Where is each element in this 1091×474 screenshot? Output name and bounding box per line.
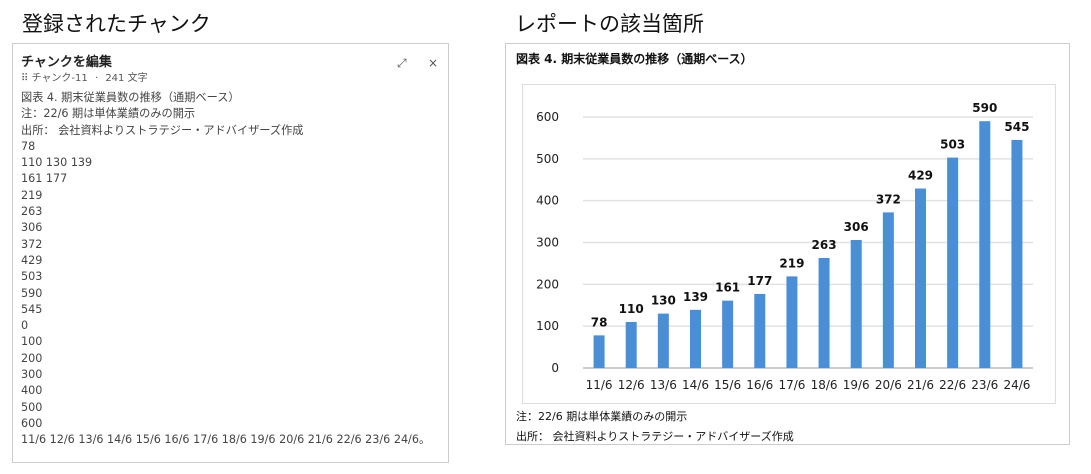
- y-tick-label: 400: [536, 194, 559, 208]
- data-label: 130: [651, 294, 676, 308]
- bar: [690, 309, 701, 368]
- bar: [657, 313, 669, 368]
- data-label: 503: [940, 138, 965, 152]
- chunk-content[interactable]: 図表 4. 期末従業員数の推移（通期ベース） 注：22/6 期は単体業績のみの開…: [21, 91, 431, 447]
- data-label: 306: [844, 220, 869, 234]
- expand-icon[interactable]: ⤢: [397, 56, 407, 70]
- x-tick-label: 12/6: [618, 378, 645, 392]
- grid-icon: ⠿: [21, 73, 29, 84]
- data-label: 161: [715, 281, 740, 295]
- x-tick-label: 22/6: [939, 378, 966, 392]
- data-label: 590: [972, 101, 997, 115]
- x-tick-label: 11/6: [586, 378, 613, 392]
- data-label: 139: [683, 290, 708, 304]
- meta-separator: ·: [94, 73, 99, 84]
- y-tick-label: 300: [536, 236, 559, 250]
- bar: [979, 121, 991, 368]
- chart-source: 出所： 会社資料よりストラテジー・アドバイザーズ作成: [516, 430, 794, 443]
- bar: [1011, 140, 1023, 368]
- data-label: 219: [779, 256, 804, 270]
- bar: [947, 157, 959, 368]
- x-tick-label: 18/6: [811, 378, 838, 392]
- y-tick-label: 0: [551, 361, 559, 375]
- editor-title: チャンクを編集: [21, 55, 112, 70]
- data-label: 429: [908, 169, 933, 183]
- chart-note: 注：22/6 期は単体業績のみの開示: [516, 410, 688, 423]
- bar-chart: 0 100 200 300 400 500 600 78 11/6 110 12/6 130 13/6 1…: [536, 101, 1033, 392]
- bar: [625, 321, 637, 368]
- bar: [818, 257, 830, 368]
- x-tick-label: 24/6: [1003, 378, 1030, 392]
- bar: [786, 276, 798, 368]
- y-tick-label: 500: [536, 152, 559, 166]
- x-tick-label: 16/6: [746, 378, 773, 392]
- data-label: 545: [1004, 120, 1029, 134]
- y-tick-label: 100: [536, 319, 559, 333]
- bar: [850, 239, 862, 368]
- x-tick-label: 23/6: [971, 378, 998, 392]
- chart-title: 図表 4. 期末従業員数の推移（通期ベース）: [516, 52, 753, 66]
- data-label: 177: [747, 274, 772, 288]
- bar: [915, 188, 926, 368]
- data-label: 78: [591, 315, 608, 329]
- x-tick-label: 20/6: [875, 378, 902, 392]
- bar: [722, 300, 734, 368]
- char-count: 241 文字: [105, 73, 148, 84]
- data-label: 372: [876, 192, 901, 206]
- right-heading: レポートの該当箇所: [515, 12, 704, 36]
- bar: [754, 293, 766, 368]
- left-heading: 登録されたチャンク: [22, 12, 211, 36]
- chunk-meta: ⠿ チャンク-11 · 241 文字: [21, 69, 148, 84]
- chart-area: 0 100 200 300 400 500 600 78 11/6 110 12/6 130 13/6 1…: [522, 84, 1056, 404]
- close-icon[interactable]: ×: [428, 56, 439, 70]
- data-label: 110: [619, 302, 644, 316]
- data-label: 263: [812, 238, 837, 252]
- report-excerpt-panel: 図表 4. 期末従業員数の推移（通期ベース） 0 100 200 300 400 500 6…: [505, 43, 1070, 445]
- x-tick-label: 17/6: [778, 378, 805, 392]
- x-tick-label: 13/6: [650, 378, 677, 392]
- chunk-editor-panel: チャンクを編集 ⠿ チャンク-11 · 241 文字 ⤢ × 図表 4. 期末従…: [12, 43, 449, 463]
- chunk-id: チャンク-11: [31, 73, 88, 84]
- bar: [593, 335, 605, 368]
- x-tick-label: 19/6: [843, 378, 870, 392]
- y-tick-label: 200: [536, 277, 559, 291]
- x-tick-label: 15/6: [714, 378, 741, 392]
- bar: [882, 212, 894, 368]
- y-tick-label: 600: [536, 110, 559, 124]
- x-tick-label: 14/6: [682, 378, 709, 392]
- x-tick-label: 21/6: [907, 378, 934, 392]
